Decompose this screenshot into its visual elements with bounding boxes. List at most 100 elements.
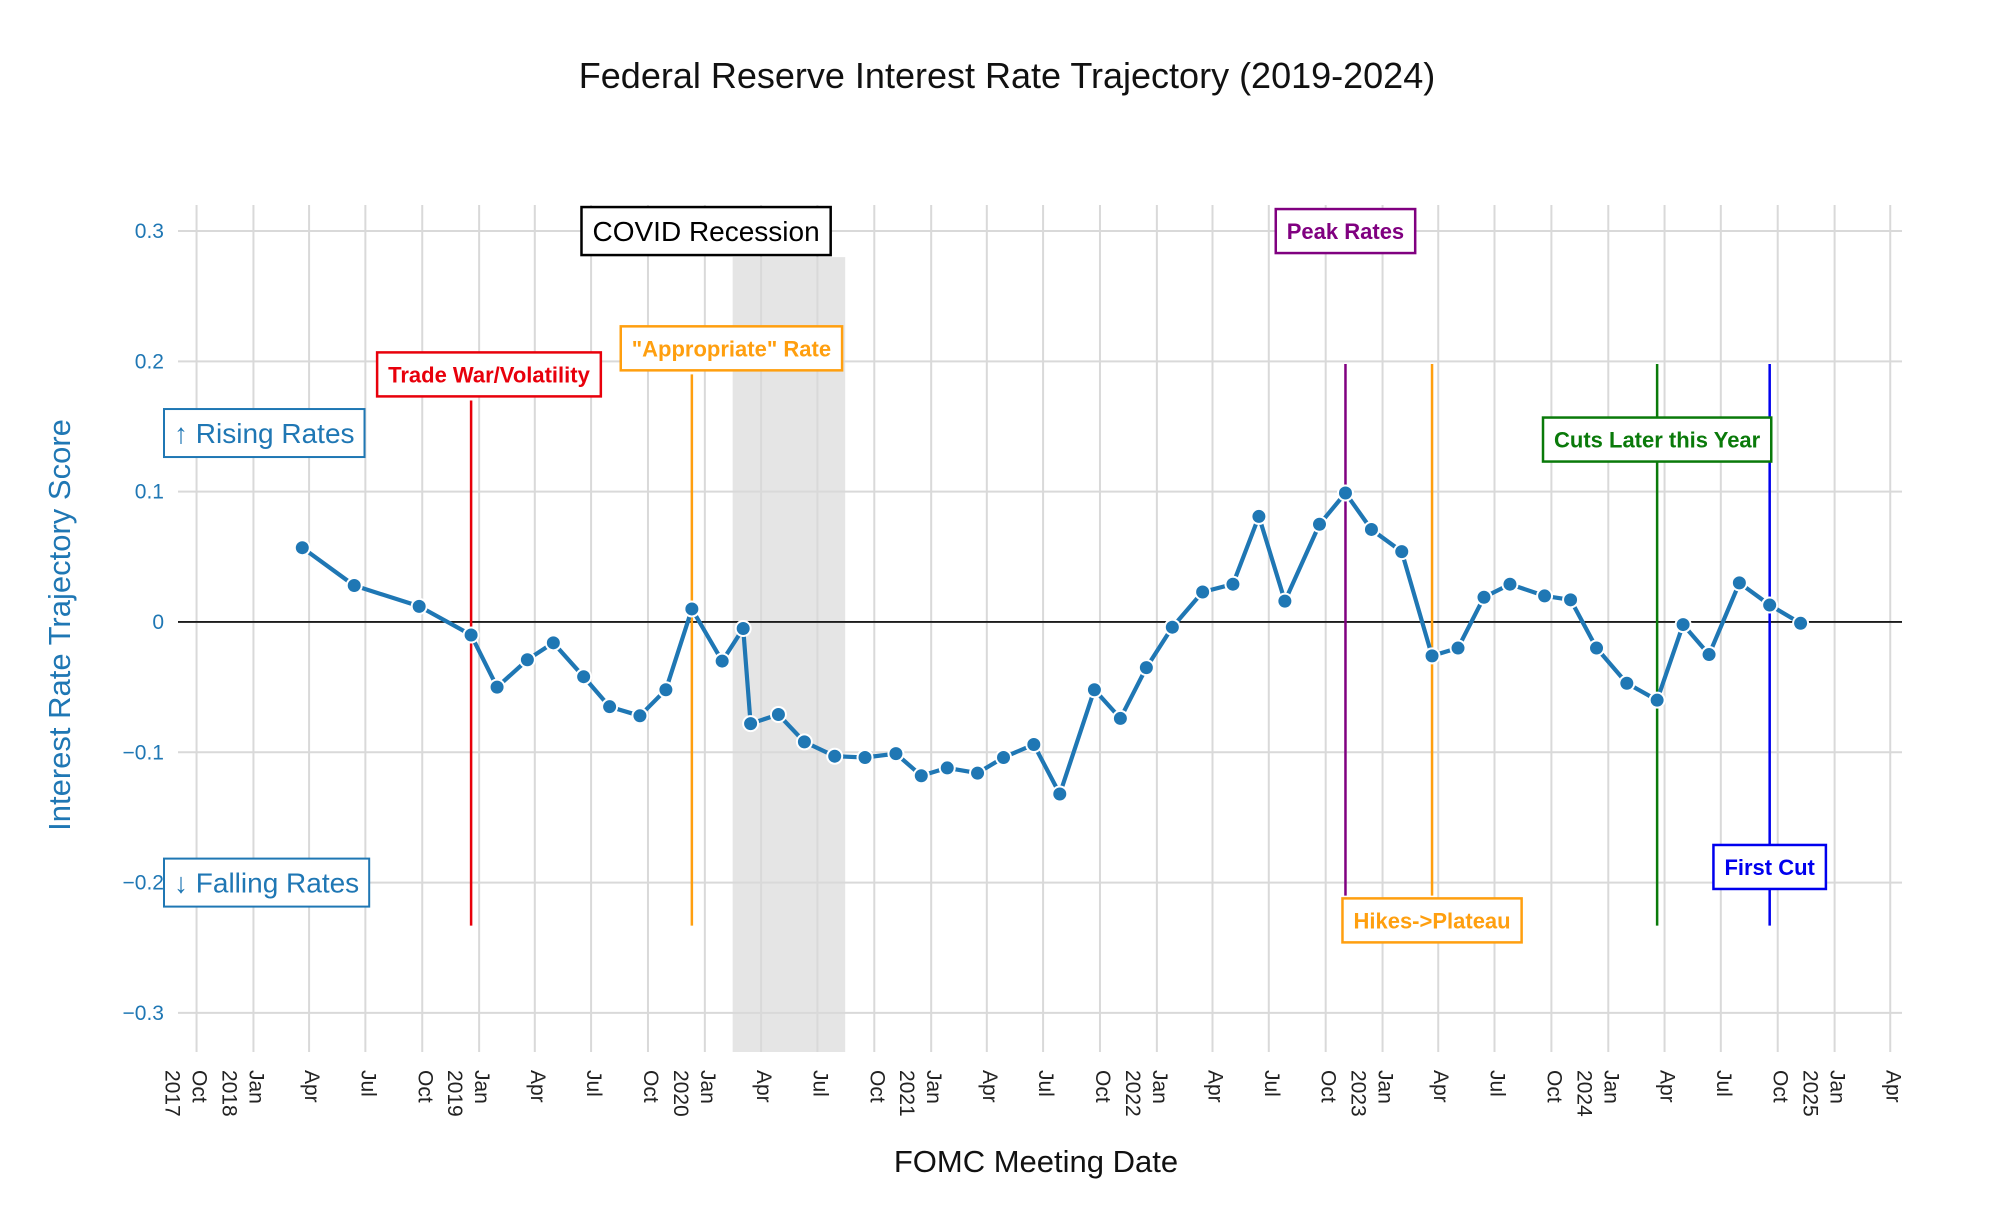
x-tick-label: Jan [1148,1070,1171,1104]
cuts-later-label: Cuts Later this Year [1554,428,1761,453]
x-tick-label: Oct [1769,1070,1792,1103]
data-point [742,715,760,733]
falling-rates-box [163,857,371,908]
data-point [1618,674,1636,692]
data-point [1163,618,1181,636]
x-tick-label: Oct [413,1070,436,1103]
x-tick-label: Jul [356,1070,379,1097]
data-point [1311,515,1329,533]
x-tick-label: Oct [865,1070,888,1103]
x-tick-label: Apr [752,1070,775,1103]
x-tick-label: Jan [1374,1070,1397,1104]
x-tick-label: Oct [1091,1070,1114,1103]
data-point [544,634,562,652]
x-tick-label: Jan [470,1070,493,1104]
data-point [488,678,506,696]
y-tick-label: −0.1 [123,741,164,764]
data-point [938,759,956,777]
appropriate-rate-label-box [619,325,844,372]
data-point [1730,574,1748,592]
rising-rates-box [163,408,366,459]
data-point [1423,647,1441,665]
data-point [1761,596,1779,614]
x-tick-label: Apr [300,1070,323,1103]
data-point [1792,614,1810,632]
x-tick-year-label: 2022 [1121,1070,1144,1117]
x-tick-year-label: 2018 [217,1070,240,1117]
data-point [683,600,701,618]
data-point [657,681,675,699]
x-axis-label: FOMC Meeting Date [894,1144,1178,1179]
first-cut-label: First Cut [1724,855,1815,880]
x-tick-label: Apr [526,1070,549,1103]
data-point [912,767,930,785]
data-point [734,620,752,637]
y-tick-label: 0.2 [135,350,164,373]
covid-recession-label: COVID Recession [592,216,819,247]
data-point [1194,583,1212,601]
data-point [575,668,593,686]
data-point [826,747,844,765]
shaded-regions [732,257,846,1053]
trade-war-label-box [375,351,603,398]
data-point [1336,484,1354,502]
covid-recession-label-box [580,205,832,257]
x-tick-label: Oct [188,1070,211,1103]
x-tick-label: Jul [1712,1070,1735,1097]
data-point [856,749,874,767]
series-layer [293,484,1810,803]
y-tick-label: 0 [152,611,164,634]
x-tick-year-label: 2024 [1572,1070,1595,1117]
data-point [1085,681,1103,699]
x-tick-label: Jul [582,1070,605,1097]
trade-war-label: Trade War/Volatility [388,362,590,387]
annotations: Trade War/Volatility "Appropriate" Rate CO… [163,205,1828,944]
x-tick-label: Jul [1260,1070,1283,1097]
x-tick-label: Apr [1881,1070,1904,1103]
data-point [1536,587,1554,605]
y-tick-label: 0.3 [135,220,164,243]
data-point [1648,691,1666,709]
data-point [518,651,536,669]
x-tick-label: Jan [1826,1070,1849,1104]
x-tick-label: Jan [244,1070,267,1104]
data-point [795,733,813,751]
trajectory-line [301,490,1802,797]
x-tick-year-label: 2020 [669,1070,692,1117]
x-tick-label: Jan [696,1070,719,1104]
event-lines [469,363,1771,926]
y-tick-label: −0.3 [123,1002,164,1025]
hikes-plateau-label: Hikes->Plateau [1353,908,1510,933]
data-point [631,707,649,725]
data-point [1051,785,1069,803]
x-tick-label: Oct [639,1070,662,1103]
data-point [1137,659,1155,677]
data-point [1111,709,1129,727]
recession-shading [732,257,846,1053]
peak-rates-label: Peak Rates [1287,219,1404,244]
data-point [969,764,987,782]
x-tick-label: Oct [1542,1070,1565,1103]
rising-rates-label: ↑ Rising Rates [174,418,355,449]
x-tick-label: Jan [922,1070,945,1104]
peak-rates-label-box [1274,207,1417,255]
x-tick-year-label: 2021 [895,1070,918,1117]
data-point [1562,591,1580,609]
x-tick-label: Jul [1034,1070,1057,1097]
x-tick-label: Apr [978,1070,1001,1103]
x-tick-label: Oct [1317,1070,1340,1103]
data-point [769,706,787,724]
y-tick-label: 0.1 [135,481,164,504]
x-tick-year-label: 2019 [443,1070,466,1117]
x-tick-label: Jul [1485,1070,1508,1097]
data-point [1501,575,1519,593]
data-point [345,576,363,594]
data-point [293,539,311,557]
hikes-plateau-label-box [1341,897,1523,944]
x-tick-year-label: 2017 [161,1070,184,1117]
data-point [1362,520,1380,538]
x-tick-label: Apr [1204,1070,1227,1103]
data-point [713,652,731,670]
